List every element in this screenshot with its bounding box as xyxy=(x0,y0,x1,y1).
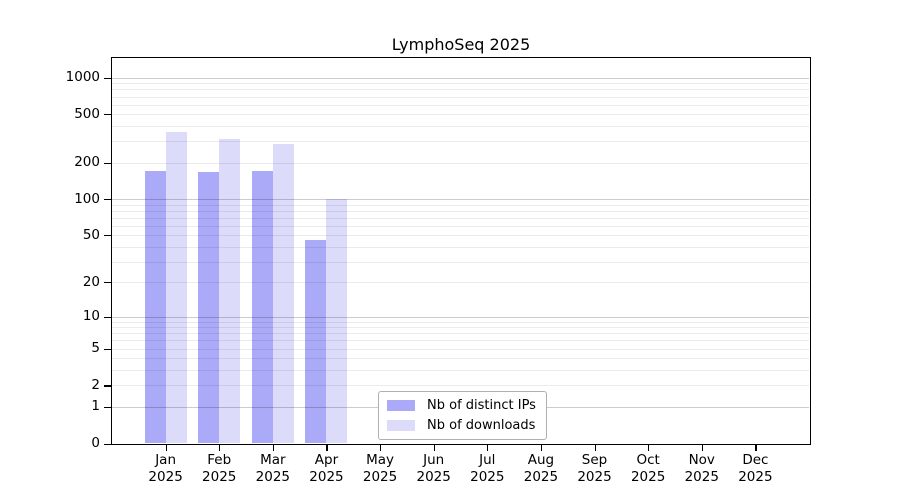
x-axis-tick-label-dec: Dec 2025 xyxy=(738,451,773,485)
y-axis-tick-500 xyxy=(104,114,111,116)
y-axis-tick-0 xyxy=(104,443,111,445)
minor-gridline-90 xyxy=(112,204,809,206)
y-axis-tick-label-500: 500 xyxy=(74,105,100,122)
x-axis-tick-aug xyxy=(540,444,543,451)
x-axis-tick-label-oct: Oct 2025 xyxy=(630,451,666,485)
minor-gridline-3 xyxy=(112,370,809,372)
minor-gridline-800 xyxy=(112,89,809,91)
minor-gridline-300 xyxy=(112,141,809,143)
x-axis-tick-label-aug: Aug 2025 xyxy=(523,451,559,485)
y-axis-tick-label-200: 200 xyxy=(74,154,100,171)
minor-gridline-70 xyxy=(112,217,809,219)
legend: Nb of distinct IPs Nb of downloads xyxy=(378,391,547,440)
y-axis-tick-5 xyxy=(104,348,111,350)
legend-label-distinct-ips: Nb of distinct IPs xyxy=(427,398,536,413)
legend-label-downloads: Nb of downloads xyxy=(427,418,536,433)
x-axis-tick-jan xyxy=(165,444,167,451)
x-axis-tick-apr xyxy=(326,444,328,451)
legend-item-downloads: Nb of downloads xyxy=(387,417,536,434)
y-axis-tick-2 xyxy=(104,385,111,387)
x-axis-tick-feb xyxy=(219,444,221,451)
minor-gridline-30 xyxy=(112,261,809,263)
x-axis-tick-sep xyxy=(594,444,596,451)
x-axis-tick-label-jun: Jun 2025 xyxy=(416,451,451,485)
y-axis-tick-label-1000: 1000 xyxy=(65,69,100,86)
y-axis-tick-label-0: 0 xyxy=(91,435,100,451)
chart-title: LymphoSeq 2025 xyxy=(391,35,531,54)
minor-gridline-80 xyxy=(112,210,809,212)
legend-swatch-distinct-ips xyxy=(387,400,415,411)
y-axis-tick-label-50: 50 xyxy=(82,226,100,243)
major-gridline-1000 xyxy=(112,77,809,79)
minor-gridline-500 xyxy=(112,114,809,116)
minor-gridline-40 xyxy=(112,246,809,248)
y-axis-tick-label-10: 10 xyxy=(82,308,100,325)
legend-item-distinct-ips: Nb of distinct IPs xyxy=(387,397,536,414)
minor-gridline-7 xyxy=(112,333,809,335)
y-axis-tick-label-2: 2 xyxy=(91,376,100,393)
y-axis-tick-1000 xyxy=(104,77,111,79)
x-axis-tick-label-apr: Apr 2025 xyxy=(309,451,344,485)
minor-gridline-20 xyxy=(112,282,809,284)
major-gridline-10 xyxy=(112,316,809,318)
minor-gridline-2 xyxy=(112,385,809,387)
bar-mar-downloads xyxy=(272,144,294,444)
bar-feb-downloads xyxy=(219,139,241,444)
y-axis-tick-50 xyxy=(104,235,111,237)
x-axis-tick-may xyxy=(380,444,382,451)
minor-gridline-5 xyxy=(112,348,809,350)
minor-gridline-4 xyxy=(112,358,809,360)
minor-gridline-200 xyxy=(112,162,809,164)
minor-gridline-600 xyxy=(112,104,809,106)
x-axis-tick-mar xyxy=(272,444,275,451)
y-axis-tick-label-20: 20 xyxy=(82,273,100,290)
bar-jan-downloads xyxy=(165,132,187,444)
x-axis-tick-nov xyxy=(701,444,703,451)
bar-feb-distinct-ips xyxy=(198,171,220,444)
minor-gridline-700 xyxy=(112,96,809,98)
x-axis-tick-label-jan: Jan 2025 xyxy=(148,451,183,485)
x-axis-tick-label-sep: Sep 2025 xyxy=(577,451,612,485)
x-axis-tick-label-jul: Jul 2025 xyxy=(470,451,505,485)
x-axis-tick-label-feb: Feb 2025 xyxy=(202,451,237,485)
minor-gridline-6 xyxy=(112,340,809,342)
minor-gridline-900 xyxy=(112,83,809,85)
y-axis-tick-label-100: 100 xyxy=(74,190,100,207)
x-axis-tick-label-may: May 2025 xyxy=(362,451,398,485)
minor-gridline-400 xyxy=(112,126,809,128)
y-axis-tick-1 xyxy=(104,406,111,408)
x-axis-tick-label-nov: Nov 2025 xyxy=(684,451,719,485)
minor-gridline-8 xyxy=(112,327,809,329)
bar-apr-distinct-ips xyxy=(305,239,327,444)
x-axis-tick-jun xyxy=(433,444,435,451)
y-axis-tick-20 xyxy=(104,282,111,284)
bar-apr-downloads xyxy=(326,199,348,444)
minor-gridline-60 xyxy=(112,225,809,227)
bar-mar-distinct-ips xyxy=(251,171,273,444)
bar-jan-distinct-ips xyxy=(144,170,166,444)
y-axis-tick-label-5: 5 xyxy=(91,340,100,357)
y-axis-tick-10 xyxy=(104,316,111,318)
minor-gridline-9 xyxy=(112,321,809,323)
x-axis-tick-jul xyxy=(487,444,489,451)
x-axis-tick-label-mar: Mar 2025 xyxy=(255,451,291,485)
legend-swatch-downloads xyxy=(387,420,415,431)
minor-gridline-50 xyxy=(112,235,809,237)
y-axis-tick-100 xyxy=(104,199,111,201)
x-axis-tick-oct xyxy=(648,444,650,451)
y-axis-tick-label-1: 1 xyxy=(91,398,100,415)
y-axis-tick-200 xyxy=(104,162,111,164)
x-axis-tick-dec xyxy=(755,444,757,451)
major-gridline-100 xyxy=(112,199,809,201)
